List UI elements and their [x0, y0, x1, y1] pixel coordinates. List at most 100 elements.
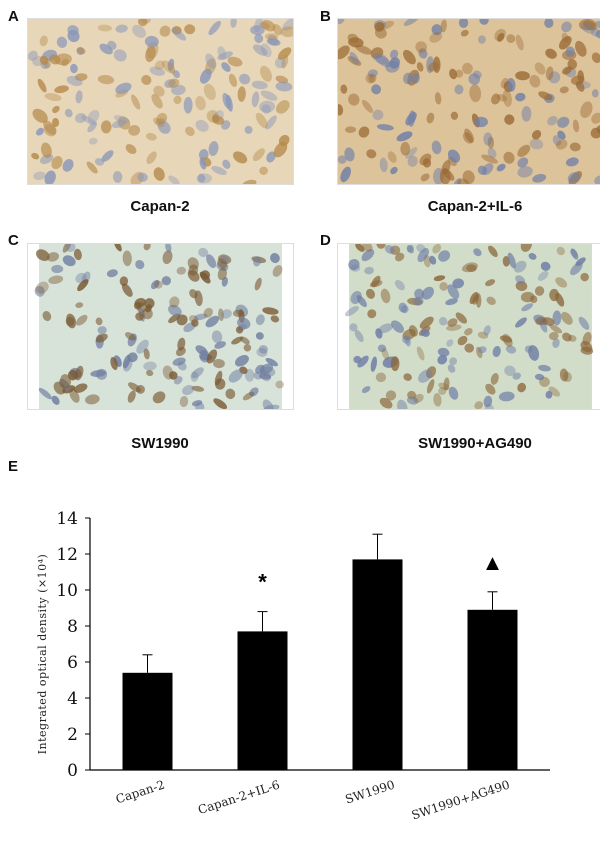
cell-blob — [429, 32, 443, 43]
cell-blob — [425, 366, 437, 379]
cell-blob — [338, 104, 344, 116]
y-tick-label: 6 — [67, 653, 78, 673]
cell-blob — [244, 125, 253, 134]
cell-blob — [260, 90, 278, 101]
cell-blob — [263, 404, 280, 409]
cell-blob — [379, 397, 393, 409]
cell-blob — [272, 265, 283, 277]
cell-blob — [122, 354, 131, 369]
cell-blob — [260, 370, 272, 382]
category-label: SW1990 — [344, 778, 397, 807]
cell-blob — [477, 331, 489, 339]
cell-blob — [250, 25, 265, 35]
cell-blob — [542, 317, 555, 326]
cell-blob — [557, 130, 566, 140]
cell-blob — [462, 62, 473, 75]
cell-blob — [31, 152, 40, 160]
cell-blob — [44, 170, 56, 184]
cell-blob — [94, 158, 105, 166]
cell-blob — [182, 385, 195, 396]
cell-blob — [191, 400, 203, 407]
cell-blob — [234, 354, 249, 367]
cell-blob — [280, 26, 293, 38]
cell-blob — [575, 257, 586, 267]
cell-blob — [237, 317, 251, 329]
cell-blob — [365, 288, 376, 299]
cell-blob — [416, 62, 424, 72]
cell-blob — [344, 147, 355, 162]
cell-blob — [340, 84, 348, 94]
cell-blob — [167, 58, 175, 72]
cell-blob — [376, 244, 386, 249]
cell-blob — [591, 52, 600, 64]
cell-blob — [449, 357, 458, 366]
cell-blob — [406, 396, 419, 405]
cell-blob — [199, 157, 207, 170]
cell-blob — [48, 275, 64, 284]
cell-blob — [242, 179, 257, 184]
cell-blob — [176, 314, 188, 326]
cell-blob — [478, 346, 487, 354]
cell-blob — [594, 175, 600, 184]
cell-blob — [403, 373, 412, 381]
cell-blob — [113, 49, 127, 62]
cell-blob — [278, 134, 290, 147]
cell-blob — [52, 117, 60, 128]
cell-blob — [275, 81, 293, 92]
cell-blob — [517, 157, 529, 168]
cell-blob — [69, 388, 80, 403]
cell-blob — [101, 150, 114, 162]
cell-blob — [420, 173, 430, 182]
cell-blob — [171, 27, 187, 41]
cell-blob — [575, 80, 585, 92]
cell-blob — [150, 279, 160, 290]
cell-blob — [74, 73, 88, 81]
cell-blob — [161, 60, 176, 74]
cell-blob — [407, 155, 418, 167]
cell-blob — [521, 303, 534, 312]
cell-blob — [364, 266, 374, 275]
cell-blob — [134, 302, 142, 310]
cell-blob — [591, 89, 599, 98]
cell-blob — [534, 373, 545, 381]
cell-blob — [419, 316, 434, 329]
cell-blob — [437, 354, 448, 365]
cell-blob — [450, 111, 459, 120]
cell-blob — [368, 73, 377, 83]
cell-blob — [261, 104, 272, 114]
cell-blob — [447, 284, 460, 300]
cell-blob — [260, 43, 272, 58]
cell-blob — [145, 132, 157, 141]
cell-blob — [491, 93, 501, 105]
y-tick-label: 4 — [67, 689, 78, 709]
cell-blob — [397, 399, 408, 409]
cell-blob — [552, 338, 560, 348]
cell-blob — [403, 19, 419, 26]
cell-blob — [529, 74, 541, 88]
y-tick-label: 14 — [56, 509, 78, 529]
cell-blob — [552, 135, 562, 146]
y-tick-label: 0 — [67, 761, 78, 781]
cell-blob — [517, 144, 531, 158]
cell-blob — [228, 73, 238, 88]
cell-blob — [62, 244, 72, 253]
cell-blob — [255, 314, 265, 326]
cell-blob — [214, 370, 223, 386]
y-tick-label: 8 — [67, 617, 78, 637]
cell-blob — [131, 94, 141, 110]
cell-blob — [379, 157, 388, 173]
cell-blob — [356, 295, 367, 308]
cell-blob — [458, 19, 469, 29]
cell-blob — [387, 151, 397, 163]
cell-blob — [264, 33, 279, 40]
cell-blob — [95, 317, 103, 326]
cell-blob — [61, 58, 69, 67]
cell-blob — [193, 313, 208, 321]
cell-blob — [39, 35, 48, 47]
cell-blob — [188, 264, 199, 276]
cell-blob — [115, 24, 128, 33]
cell-blob — [400, 305, 409, 314]
cell-blob — [261, 19, 276, 32]
cell-blob — [404, 336, 411, 347]
cell-blob — [34, 285, 45, 297]
